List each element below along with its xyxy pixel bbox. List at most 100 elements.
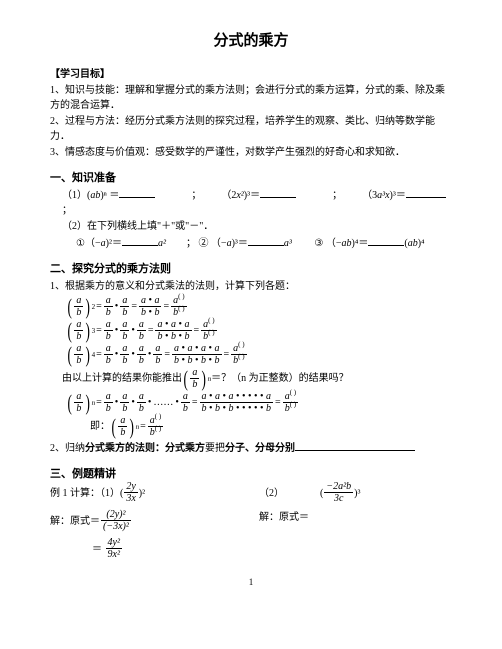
d: b	[74, 403, 83, 414]
t: (	[320, 486, 323, 501]
page: 分式的乘方 【学习目标】 1、知识与技能：理解和掌握分式的乘方法则；会进行分式的…	[0, 0, 502, 605]
n: a	[104, 392, 113, 403]
s2-item1: 1、根据乘方的意义和分式乘法的法则，计算下列各题：	[50, 279, 452, 294]
frac-ab: ab	[118, 416, 127, 438]
eq: =	[194, 323, 200, 338]
sol2: 解：原式＝	[259, 510, 452, 525]
n: a	[153, 344, 162, 355]
blank	[248, 235, 284, 246]
frac: ab	[137, 320, 146, 342]
example-row: 例 1 计算：（1）( 2y3x )² 解：原式＝ (2y)²(−3x)² ＝ …	[50, 482, 452, 560]
t: b	[141, 307, 146, 318]
d: b	[137, 355, 146, 366]
eq: =	[140, 419, 146, 434]
section-3-head: 三、例题精讲	[50, 466, 452, 483]
eq: =	[96, 347, 102, 362]
t: a	[185, 319, 190, 330]
t: a	[141, 295, 146, 306]
goal-1: 1、知识与技能：理解和掌握分式的乘方法则；会进行分式的乘方运算，分式的乘、除及乘…	[50, 83, 452, 113]
frac: ab	[137, 344, 146, 366]
frac: 4y²9x²	[106, 538, 122, 560]
frac: 2y3x	[124, 482, 137, 504]
t: a	[174, 343, 179, 354]
blank	[260, 187, 296, 198]
t: a	[157, 319, 162, 330]
d: b	[104, 307, 113, 318]
t: b	[215, 355, 220, 366]
sup: ( )	[290, 388, 296, 396]
dot: •	[115, 395, 119, 410]
n: a	[137, 344, 146, 355]
d: b	[74, 331, 83, 342]
t: a	[229, 391, 234, 402]
txt: （2	[221, 190, 236, 201]
eq: =	[96, 323, 102, 338]
eq: =	[224, 347, 230, 362]
s2-conclude: 由以上计算的结果你能推出 ( ab )n ＝？（n 为正整数）的结果吗？	[62, 368, 452, 390]
d: b	[153, 355, 162, 366]
sup: ( )	[208, 328, 214, 336]
txt: )²＝	[106, 238, 122, 249]
txt: 分式乘方的法则：分式乘方	[85, 443, 205, 454]
frac: a( )b( )	[231, 344, 246, 366]
d: 3x	[124, 493, 137, 504]
lparen: (	[111, 416, 115, 438]
txt: )³＝	[390, 190, 406, 201]
n: a	[120, 296, 129, 307]
dot: •	[175, 395, 179, 410]
frac: ab	[120, 344, 129, 366]
eq-cube: ( ab )3 = ab • ab • ab = a • a • ab • b …	[66, 320, 452, 342]
eq: =	[96, 395, 102, 410]
sup: ( )	[178, 292, 184, 300]
txt: ② （−	[198, 238, 226, 249]
dot: •	[148, 347, 152, 362]
s1-item2: （2）在下列横线上填"＋"或"－"．	[62, 219, 452, 234]
t: a	[171, 319, 176, 330]
n: −2a²b	[324, 482, 353, 493]
t: b	[188, 355, 193, 366]
ex1-col: 例 1 计算：（1）( 2y3x )² 解：原式＝ (2y)²(−3x)² ＝ …	[50, 482, 243, 560]
num: a	[74, 296, 83, 307]
sup: ( )	[155, 424, 161, 432]
n: a	[120, 320, 129, 331]
dots: ……	[153, 395, 173, 410]
lparen: (	[67, 392, 71, 414]
sup: ( )	[155, 412, 161, 420]
s1-fill-row: ①（−a)²＝a²； ② （−a)³＝a³ ③ （−ab)⁴＝(ab)⁴	[76, 235, 452, 251]
frac: (2y)²(−3x)²	[101, 510, 131, 532]
frac: ab	[120, 392, 129, 414]
frac-ab: ab	[74, 392, 83, 414]
expr: a³x	[377, 190, 389, 201]
n: a	[190, 368, 199, 379]
frac: a( )b( )	[171, 296, 186, 318]
sup: ( )	[238, 340, 244, 348]
expr: ab	[342, 238, 352, 249]
dot: •	[131, 323, 135, 338]
d: b	[104, 403, 113, 414]
t: b	[185, 331, 190, 342]
n: a	[74, 344, 83, 355]
frac: ab	[104, 344, 113, 366]
dot: •	[131, 347, 135, 362]
dot: •	[148, 395, 152, 410]
frac: a • ab • b	[139, 296, 162, 318]
t: a	[202, 391, 207, 402]
eq-n: ( ab )n = ab • ab • ab • …… • ab = a • a…	[66, 392, 452, 414]
d: b	[120, 403, 129, 414]
d: b • b • b • b	[172, 355, 222, 366]
expr: a³	[284, 238, 292, 249]
txt: ；	[332, 190, 342, 201]
txt: 解：原式＝	[50, 514, 100, 529]
t: a	[215, 391, 220, 402]
frac: a( )b( )	[201, 320, 216, 342]
rparen: )	[86, 320, 90, 342]
lparen: (	[67, 344, 71, 366]
frac: ab	[153, 344, 162, 366]
n: a	[104, 296, 113, 307]
blank	[122, 235, 158, 246]
n: a	[74, 320, 83, 331]
dot: •	[131, 395, 135, 410]
frac: −2a²b3c	[324, 482, 353, 504]
d: b	[104, 331, 113, 342]
n: a	[104, 320, 113, 331]
